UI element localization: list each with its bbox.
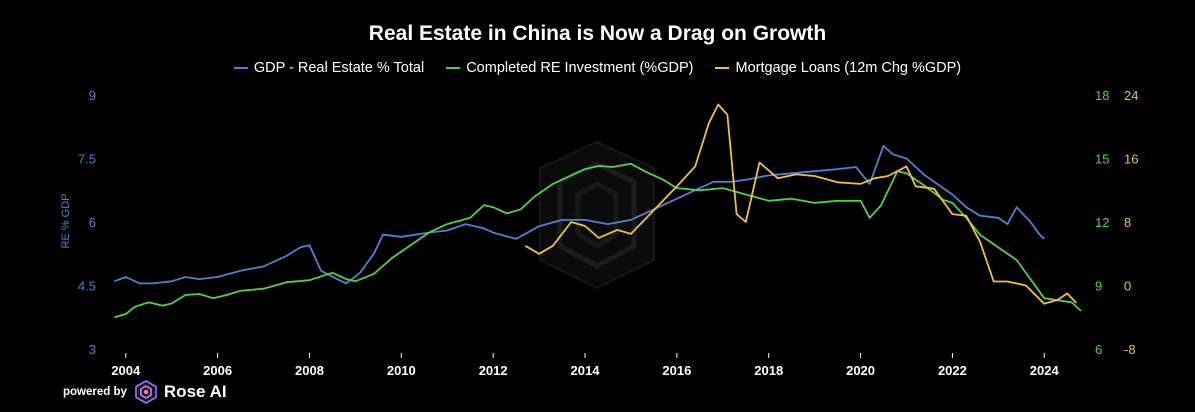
x-tick-label-2012: 2012	[479, 363, 508, 378]
powered-by-text: powered by	[63, 386, 127, 398]
x-tick-label-2008: 2008	[295, 363, 324, 378]
y-tick-left-3: 3	[89, 342, 96, 357]
y-tick-left-9: 9	[89, 88, 96, 103]
x-tick-label-2024: 2024	[1030, 363, 1060, 378]
legend-swatch-gdp	[233, 67, 248, 70]
x-tick-label-2010: 2010	[387, 363, 416, 378]
legend-swatch-investment	[446, 67, 461, 70]
x-tick-label-2016: 2016	[662, 363, 691, 378]
y-axis-right-mortgage: -8 0 8 16 24	[1124, 88, 1138, 357]
legend-label-mortgage: Mortgage Loans (12m Chg %GDP)	[735, 60, 962, 76]
brand-name[interactable]: Rose AI	[163, 382, 227, 401]
series-line-0[interactable]	[113, 144, 1045, 285]
legend-item-mortgage[interactable]: Mortgage Loans (12m Chg %GDP)	[715, 60, 961, 76]
y-tick-right1-12: 12	[1095, 215, 1109, 230]
series-line-1[interactable]	[114, 162, 1082, 319]
y-tick-right1-9: 9	[1095, 279, 1102, 294]
y-tick-right2-8: 8	[1124, 215, 1131, 230]
y-tick-left-6: 6	[89, 215, 96, 230]
y-tick-right1-15: 15	[1095, 152, 1109, 167]
legend: GDP - Real Estate % Total Completed RE I…	[0, 60, 1195, 76]
rose-ai-logo-icon[interactable]	[134, 380, 158, 404]
series-line-2[interactable]	[524, 103, 1078, 305]
series-lines	[113, 103, 1082, 319]
x-axis: 2004 2006 2008 2010 2012 2014 2016 2018 2020 2022…	[111, 353, 1059, 378]
y-tick-right1-18: 18	[1095, 88, 1109, 103]
x-tick-label-2018: 2018	[754, 363, 783, 378]
y-tick-left-4.5: 4.5	[78, 279, 96, 294]
legend-item-gdp[interactable]: GDP - Real Estate % Total	[233, 60, 425, 76]
footer: powered by Rose AI	[63, 378, 227, 406]
y-tick-right2--8: -8	[1124, 342, 1136, 357]
y-axis-left-label: RE % GDP	[60, 193, 72, 248]
x-tick-label-2014: 2014	[571, 363, 601, 378]
x-tick-label-2022: 2022	[938, 363, 967, 378]
legend-item-investment[interactable]: Completed RE Investment (%GDP)	[446, 60, 693, 76]
legend-swatch-mortgage	[715, 67, 730, 70]
rose-ai-watermark-icon	[539, 140, 655, 290]
chart-title: Real Estate in China is Now a Drag on Gr…	[368, 22, 827, 45]
y-axis-right-investment: 6 9 12 15 18	[1095, 88, 1109, 357]
x-tick-label-2004: 2004	[111, 363, 141, 378]
legend-label-gdp: GDP - Real Estate % Total	[253, 60, 425, 76]
x-tick-label-2006: 2006	[203, 363, 232, 378]
x-tick-label-2020: 2020	[846, 363, 875, 378]
y-tick-right2-0: 0	[1124, 279, 1131, 294]
y-tick-right2-24: 24	[1124, 88, 1138, 103]
y-tick-left-7.5: 7.5	[78, 152, 96, 167]
legend-label-investment: Completed RE Investment (%GDP)	[466, 60, 694, 76]
y-tick-right1-6: 6	[1095, 342, 1102, 357]
y-axis-left: 3 4.5 6 7.5 9	[78, 88, 96, 357]
y-tick-right2-16: 16	[1124, 152, 1138, 167]
